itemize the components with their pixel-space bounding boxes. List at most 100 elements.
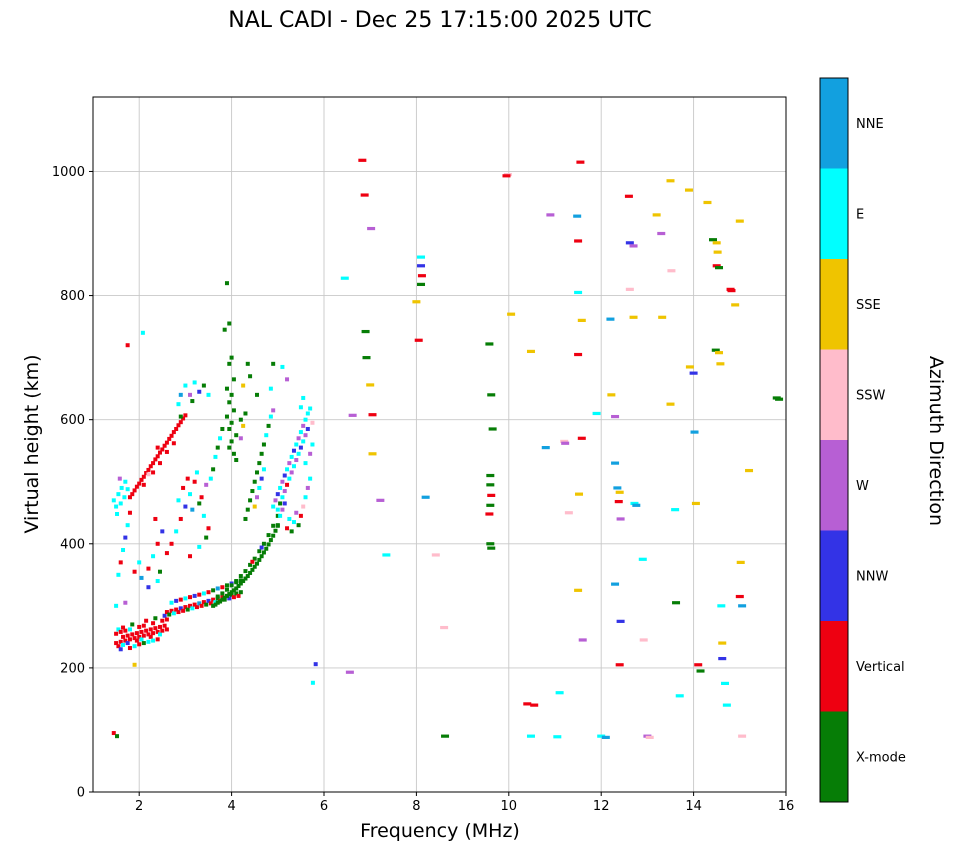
data-point (164, 440, 169, 445)
data-point (271, 504, 276, 509)
colorbar-label-nne: NNE (856, 117, 884, 132)
data-point (155, 541, 160, 546)
data-point (310, 442, 315, 447)
data-point (280, 495, 285, 500)
data-point (178, 420, 183, 425)
colorbar-segment-ssw (820, 349, 848, 441)
data-point (722, 703, 731, 707)
data-point (255, 495, 260, 500)
data-point (280, 364, 285, 369)
data-point (271, 408, 276, 413)
data-point (155, 629, 160, 634)
data-point (157, 624, 162, 629)
data-point (160, 628, 165, 633)
colorbar-segment-vertical (820, 621, 848, 712)
data-point (486, 503, 495, 507)
x-tick-label: 8 (412, 799, 420, 814)
data-point (308, 406, 313, 411)
data-point (215, 594, 220, 599)
data-point (229, 592, 234, 597)
data-point (658, 315, 667, 319)
data-point (123, 479, 128, 484)
data-point (268, 414, 273, 419)
data-point (526, 734, 535, 738)
data-point (546, 213, 555, 217)
data-point (146, 472, 151, 477)
colorbar-segment-e (820, 168, 848, 260)
data-point (294, 458, 299, 463)
data-point (111, 498, 116, 503)
data-point (245, 507, 250, 512)
data-point (717, 604, 726, 608)
data-point (638, 557, 647, 561)
data-point (215, 600, 220, 605)
data-point (162, 443, 167, 448)
data-point (234, 433, 239, 438)
data-point (607, 393, 616, 397)
data-point (118, 560, 123, 565)
data-point (243, 576, 248, 581)
data-point (303, 417, 308, 422)
data-point (201, 383, 206, 388)
data-point (487, 546, 496, 550)
data-point (218, 436, 223, 441)
data-point (151, 554, 156, 559)
data-point (160, 529, 165, 534)
data-point (238, 581, 243, 586)
data-point (164, 627, 169, 632)
data-point (252, 504, 257, 509)
data-point (227, 426, 232, 431)
data-point (486, 483, 495, 487)
data-point (204, 602, 209, 607)
data-point (231, 451, 236, 456)
data-point (367, 226, 376, 231)
data-point (231, 588, 236, 593)
data-point (645, 735, 654, 739)
data-point (197, 592, 202, 597)
data-point (169, 433, 174, 438)
colorbar-label-x-mode: X-mode (856, 750, 906, 765)
data-point (146, 566, 151, 571)
y-tick-label: 1000 (52, 165, 85, 180)
x-tick-label: 10 (501, 799, 518, 814)
data-point (137, 560, 142, 565)
x-tick-label: 14 (685, 799, 702, 814)
data-point (245, 574, 250, 579)
data-point (227, 596, 232, 601)
y-tick-label: 600 (60, 413, 85, 428)
data-point (287, 476, 292, 481)
data-point (185, 476, 190, 481)
data-point (146, 632, 151, 637)
data-point (114, 603, 119, 608)
data-point (431, 553, 440, 557)
data-point (301, 423, 306, 428)
data-point (238, 574, 243, 579)
data-point (178, 392, 183, 397)
data-point (181, 608, 186, 613)
data-point (652, 213, 661, 217)
data-point (204, 535, 209, 540)
data-point (721, 681, 730, 686)
data-point (222, 595, 227, 600)
data-point (250, 567, 255, 572)
data-point (155, 579, 160, 584)
data-point (123, 600, 128, 605)
data-point (211, 603, 216, 608)
data-point (192, 479, 197, 484)
x-tick-label: 16 (778, 799, 795, 814)
colorbar-segment-w (820, 440, 848, 531)
data-point (305, 426, 310, 431)
data-point (127, 495, 132, 500)
data-point (141, 641, 146, 646)
data-point (134, 484, 139, 489)
data-point (155, 637, 160, 642)
data-point (116, 627, 121, 632)
data-point (561, 441, 570, 445)
data-point (261, 541, 266, 546)
data-point (123, 628, 128, 633)
data-point (248, 570, 253, 575)
data-point (231, 377, 236, 382)
colorbar-segment-x-mode (820, 711, 848, 803)
data-point (125, 641, 130, 646)
